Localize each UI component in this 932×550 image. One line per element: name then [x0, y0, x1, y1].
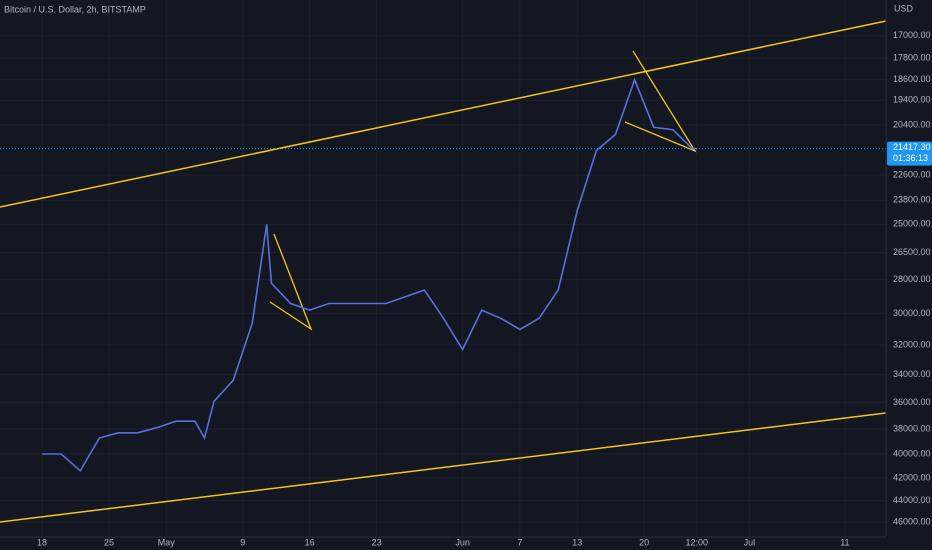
price-line — [42, 77, 697, 473]
x-tick-label: 7 — [517, 537, 522, 547]
flag-drawing — [269, 233, 313, 331]
y-tick-label: 25000.00 — [893, 219, 931, 229]
y-tick-label: 44000.00 — [893, 495, 931, 505]
last-price-label: 21417.30 — [893, 142, 931, 152]
y-axis-label: USD — [894, 3, 914, 13]
x-tick-label: 16 — [305, 537, 315, 547]
x-tick-label: Jul — [744, 537, 756, 547]
y-tick-label: 17800.00 — [893, 53, 931, 63]
y-tick-label: 42000.00 — [893, 472, 931, 482]
countdown-label: 01:36:13 — [893, 153, 928, 163]
y-tick-label: 28000.00 — [893, 274, 931, 284]
x-tick-label: 13 — [572, 537, 582, 547]
y-tick-label: 18600.00 — [893, 74, 931, 84]
trend-line — [0, 412, 887, 523]
grid — [0, 0, 886, 537]
x-tick-label: Jun — [455, 537, 470, 547]
flag-drawing — [624, 50, 697, 153]
y-tick-label: 46000.00 — [893, 517, 931, 527]
x-tick-label: 12:00 — [685, 537, 708, 547]
y-tick-label: 34000.00 — [893, 369, 931, 379]
y-tick-label: 19400.00 — [893, 95, 931, 105]
x-tick-label: 18 — [37, 537, 47, 547]
y-tick-label: 17000.00 — [893, 30, 931, 40]
trend-line — [0, 20, 887, 208]
y-tick-label: 38000.00 — [893, 423, 931, 433]
y-tick-label: 20400.00 — [893, 119, 931, 129]
x-tick-label: 25 — [104, 537, 114, 547]
x-tick-label: 23 — [372, 537, 382, 547]
y-tick-label: 23800.00 — [893, 195, 931, 205]
chart-title: Bitcoin / U.S. Dollar, 2h, BITSTAMP — [4, 4, 146, 14]
x-tick-label: 9 — [240, 537, 245, 547]
y-tick-label: 22600.00 — [893, 169, 931, 179]
plot — [0, 77, 886, 473]
price-axis — [886, 0, 932, 550]
x-tick-label: May — [158, 537, 176, 547]
x-tick-label: 11 — [840, 537, 849, 547]
y-tick-label: 30000.00 — [893, 308, 931, 318]
y-tick-label: 40000.00 — [893, 448, 931, 458]
y-tick-label: 26500.00 — [893, 247, 931, 257]
x-tick-label: 20 — [639, 537, 649, 547]
y-tick-label: 32000.00 — [893, 339, 931, 349]
y-tick-label: 36000.00 — [893, 397, 931, 407]
axes: 17000.00 17800.00 18600.00 19400.00 20400.00… — [37, 30, 932, 547]
last-price-badge — [887, 141, 932, 166]
